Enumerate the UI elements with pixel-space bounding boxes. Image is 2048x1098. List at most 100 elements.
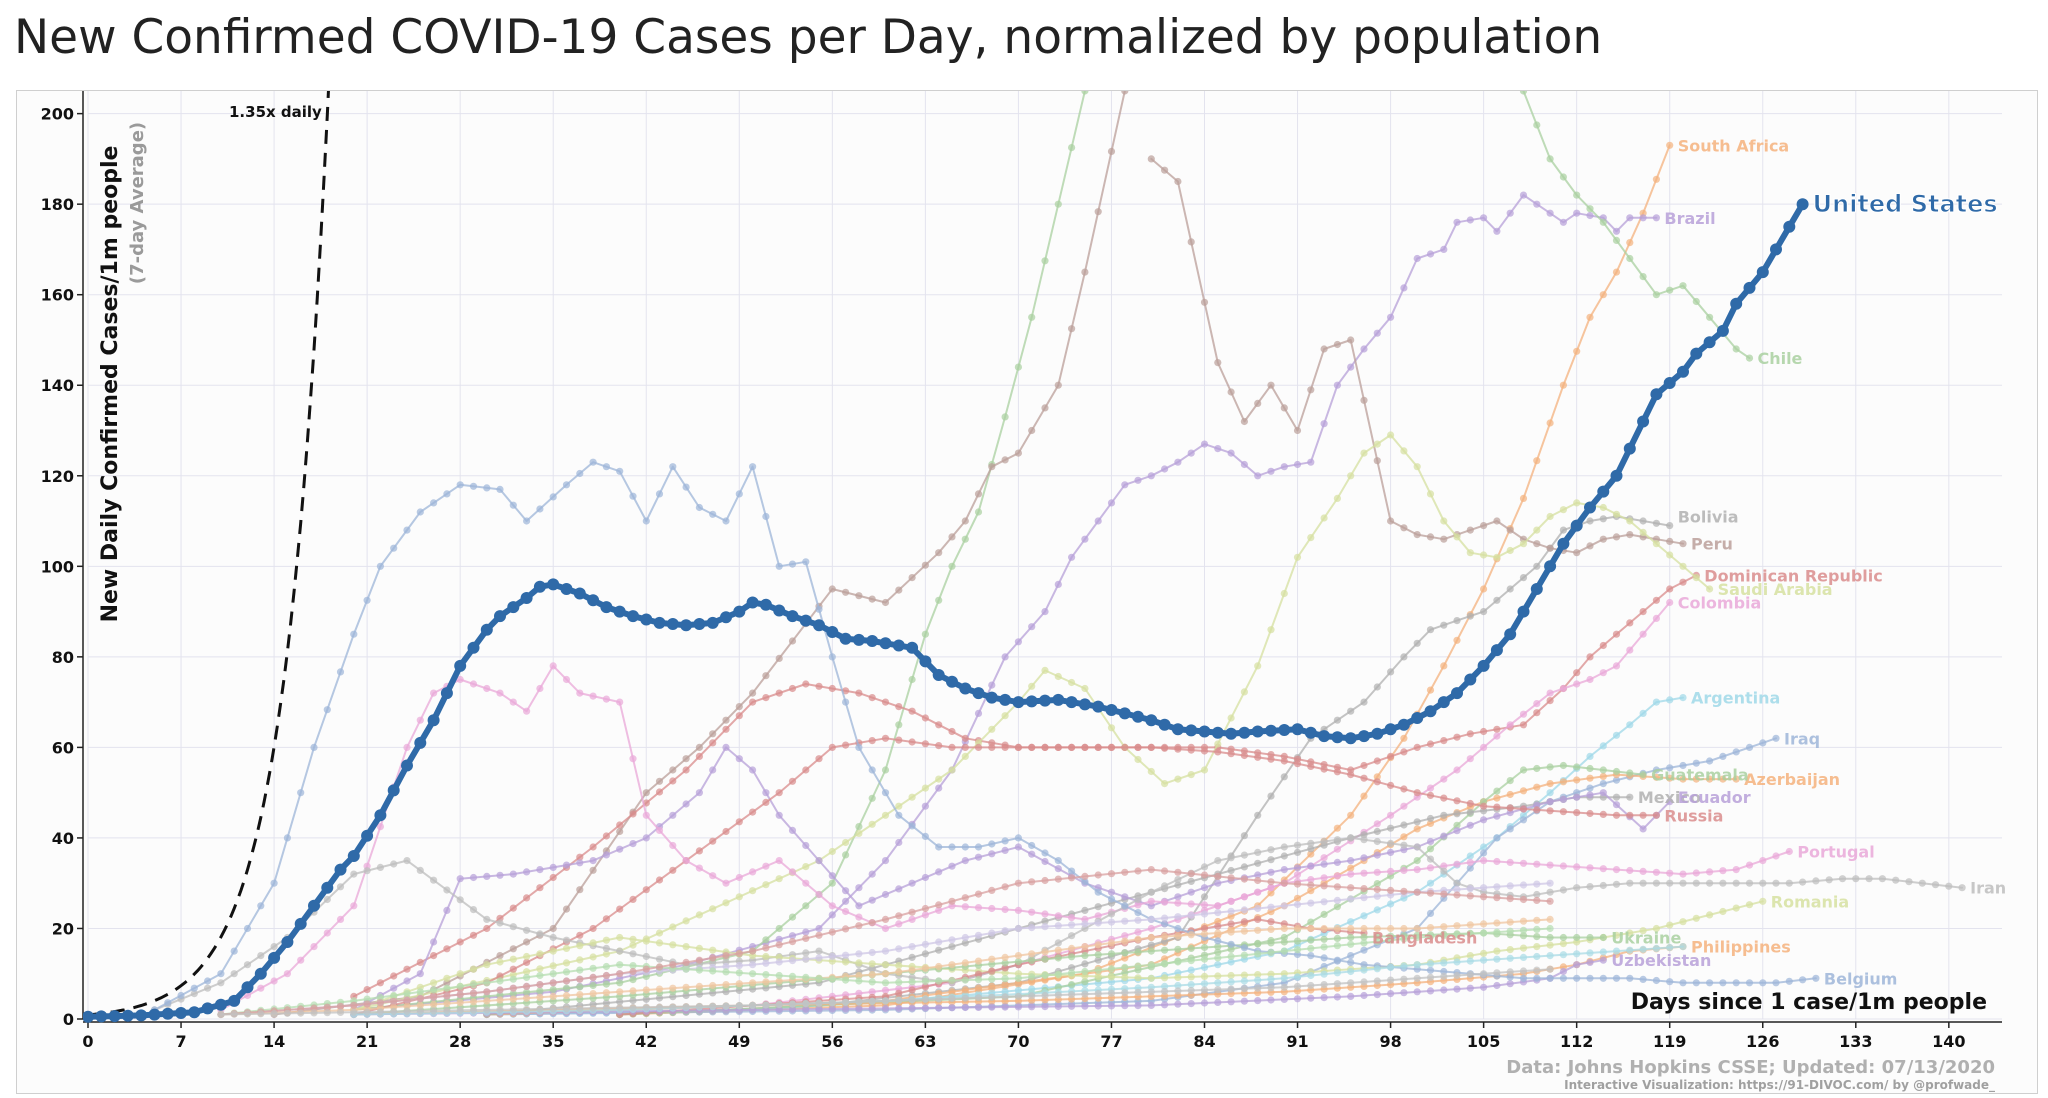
data-point bbox=[1626, 619, 1634, 627]
series-background-c[interactable] bbox=[217, 924, 1554, 1019]
data-point bbox=[1227, 940, 1235, 948]
series-label: Uzbekistan bbox=[1611, 951, 1711, 970]
data-point bbox=[1214, 748, 1222, 756]
series-background-f[interactable] bbox=[217, 965, 1554, 1019]
data-point bbox=[483, 915, 491, 924]
data-point bbox=[788, 1000, 797, 1008]
data-point bbox=[735, 873, 743, 882]
y-tick-label: 140 bbox=[41, 376, 74, 395]
data-point bbox=[1666, 879, 1674, 887]
data-point bbox=[1028, 956, 1036, 965]
data-point bbox=[988, 725, 996, 733]
chart-frame: 0 20 40 60 80 100 120 140 160 180 200 0 7 14 21 28 35 42 4… bbox=[16, 90, 2038, 1094]
data-point bbox=[1626, 721, 1634, 729]
source-text: Data: Johns Hopkins CSSE; Updated: 07/13… bbox=[1506, 1057, 1995, 1078]
data-point bbox=[536, 971, 544, 980]
data-point bbox=[1519, 191, 1528, 199]
data-point bbox=[1387, 867, 1395, 876]
data-point bbox=[1251, 725, 1264, 738]
data-point bbox=[868, 896, 876, 904]
data-point bbox=[855, 977, 863, 985]
data-point bbox=[1413, 888, 1421, 896]
data-point bbox=[842, 907, 850, 916]
data-point bbox=[868, 948, 876, 957]
data-point bbox=[1677, 365, 1689, 378]
data-point bbox=[403, 1007, 411, 1015]
data-point bbox=[935, 995, 943, 1003]
data-point bbox=[722, 517, 730, 525]
data-point bbox=[1519, 91, 1528, 95]
data-point bbox=[1147, 866, 1155, 874]
data-point bbox=[828, 975, 836, 983]
data-point bbox=[1426, 740, 1435, 748]
data-point bbox=[908, 966, 916, 974]
data-point bbox=[1666, 598, 1674, 607]
data-point bbox=[1533, 121, 1541, 129]
data-point bbox=[1001, 837, 1009, 845]
data-point bbox=[1706, 775, 1714, 783]
data-point bbox=[1107, 895, 1116, 903]
data-point bbox=[1280, 983, 1288, 991]
data-point bbox=[775, 958, 783, 966]
series-ecuador[interactable] bbox=[350, 743, 1674, 1014]
data-point bbox=[1267, 878, 1275, 886]
data-point bbox=[1546, 965, 1554, 973]
data-point bbox=[469, 989, 478, 997]
data-point bbox=[1480, 802, 1488, 810]
data-point bbox=[1599, 742, 1607, 750]
series-romania[interactable] bbox=[350, 897, 1767, 1014]
data-point bbox=[1559, 974, 1567, 982]
series-united-states[interactable] bbox=[82, 198, 1809, 1023]
series-portugal[interactable] bbox=[217, 662, 1793, 1014]
data-point bbox=[1599, 535, 1607, 543]
data-point bbox=[1599, 933, 1607, 942]
data-point bbox=[1493, 969, 1501, 977]
data-point bbox=[1001, 846, 1009, 855]
data-point bbox=[1703, 336, 1716, 349]
data-point bbox=[813, 619, 825, 632]
data-point bbox=[988, 982, 996, 991]
data-point bbox=[1679, 870, 1687, 878]
data-point bbox=[1413, 866, 1421, 874]
data-point bbox=[1240, 927, 1248, 935]
series-uzbekistan[interactable] bbox=[350, 956, 1607, 1019]
data-point bbox=[1652, 868, 1660, 876]
data-point bbox=[775, 1006, 783, 1014]
data-point bbox=[1161, 933, 1169, 941]
data-point bbox=[1267, 846, 1275, 854]
series-peru[interactable] bbox=[270, 91, 1687, 1019]
series-south-africa[interactable] bbox=[616, 141, 1674, 1019]
x-tick-label: 77 bbox=[1100, 1032, 1122, 1051]
x-tick-label: 91 bbox=[1286, 1032, 1308, 1051]
data-point bbox=[961, 994, 969, 1002]
data-point bbox=[1293, 982, 1302, 991]
series-label: Russia bbox=[1664, 806, 1723, 825]
data-point bbox=[1200, 893, 1209, 901]
data-point bbox=[1719, 907, 1727, 916]
data-point bbox=[1107, 1002, 1116, 1010]
data-point bbox=[496, 958, 504, 966]
data-point bbox=[1945, 882, 1953, 890]
data-point bbox=[1081, 91, 1089, 95]
data-point bbox=[1200, 440, 1209, 448]
series-chile[interactable] bbox=[350, 91, 1754, 1014]
data-point bbox=[709, 837, 717, 845]
data-point bbox=[1639, 214, 1647, 222]
data-point bbox=[1280, 589, 1288, 598]
data-point bbox=[1254, 997, 1262, 1005]
data-point bbox=[1506, 546, 1514, 555]
data-point bbox=[1054, 954, 1062, 962]
data-point bbox=[1293, 871, 1302, 879]
data-point bbox=[1426, 533, 1435, 541]
data-point bbox=[868, 820, 876, 828]
data-point bbox=[669, 766, 677, 774]
data-point bbox=[815, 947, 823, 955]
data-point bbox=[762, 789, 770, 797]
data-point bbox=[1267, 856, 1275, 864]
data-point bbox=[1519, 967, 1528, 975]
data-point bbox=[1068, 678, 1076, 687]
data-point bbox=[1094, 208, 1102, 216]
data-point bbox=[895, 811, 903, 819]
data-point bbox=[1506, 973, 1514, 981]
data-point bbox=[749, 766, 757, 774]
